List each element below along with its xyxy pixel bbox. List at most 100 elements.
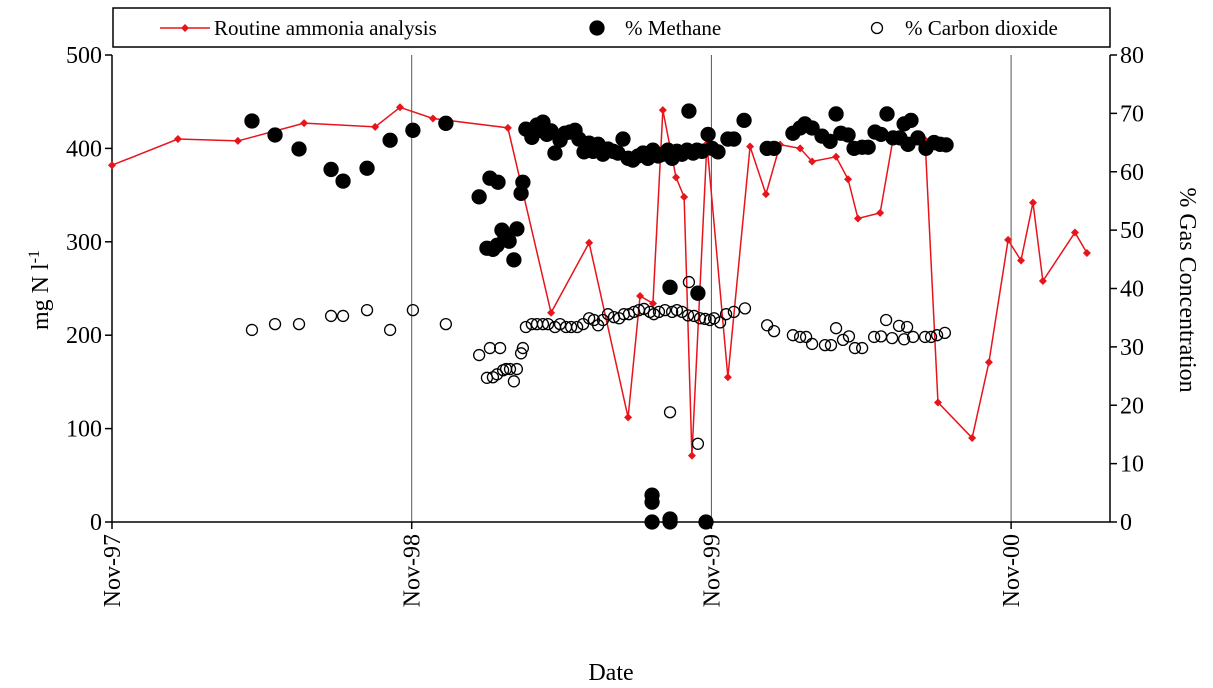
- gas-point: [736, 112, 752, 129]
- gas-point: [490, 368, 504, 381]
- gas-point: [245, 323, 259, 337]
- gas-point: [848, 341, 862, 355]
- y-tick-label: 300: [66, 230, 102, 256]
- y-tick-label: 400: [66, 136, 102, 162]
- gas-point: [663, 406, 677, 419]
- gas-point: [938, 137, 954, 153]
- gas-point: [840, 127, 856, 143]
- y-tick-label: 0: [90, 510, 102, 536]
- ammonia-marker: [108, 161, 116, 170]
- gas-point: [738, 302, 752, 315]
- gas-point: [670, 303, 684, 317]
- gas-point: [541, 317, 555, 331]
- ammonia-marker: [984, 358, 993, 367]
- gas-point: [506, 252, 522, 268]
- gas-point: [652, 305, 666, 319]
- gas-point: [675, 305, 689, 319]
- gas-point: [681, 309, 695, 322]
- gas-point: [268, 317, 282, 331]
- legend-marker: [181, 24, 189, 32]
- ammonia-marker: [746, 142, 755, 151]
- gas-point: [503, 362, 517, 376]
- gas-point: [760, 319, 774, 332]
- gas-point: [767, 324, 781, 338]
- gas-point: [805, 337, 819, 351]
- ammonia-marker: [173, 135, 182, 144]
- gas-point: [514, 347, 528, 360]
- gas-point: [707, 312, 721, 325]
- gas-point: [691, 437, 705, 450]
- ammonia-marker: [648, 299, 657, 308]
- gas-point: [793, 330, 807, 344]
- ammonia-marker: [1038, 277, 1047, 286]
- gas-point: [615, 131, 631, 147]
- y2-tick-label: 30: [1120, 335, 1144, 361]
- ammonia-marker: [796, 144, 805, 153]
- y2-tick-label: 20: [1120, 393, 1144, 419]
- gas-point: [564, 320, 578, 334]
- ammonia-marker: [832, 152, 841, 161]
- gas-point: [822, 133, 838, 150]
- gas-point: [918, 330, 932, 344]
- y-tick-label: 500: [66, 43, 102, 69]
- gas-point: [601, 308, 615, 321]
- gas-point: [438, 115, 454, 131]
- ammonia-marker: [658, 106, 667, 115]
- legend-label: % Carbon dioxide: [905, 16, 1058, 40]
- gas-point: [681, 103, 697, 119]
- gas-point: [267, 127, 283, 143]
- gas-point: [900, 320, 914, 334]
- gas-point: [501, 233, 517, 249]
- gas-point: [829, 322, 843, 335]
- gas-point: [483, 341, 497, 355]
- ammonia-marker: [636, 291, 645, 300]
- gas-point: [804, 120, 820, 136]
- y-tick-label: 200: [66, 323, 102, 349]
- ammonia-marker: [808, 157, 817, 166]
- gas-point: [515, 174, 531, 190]
- gas-point: [892, 319, 906, 333]
- gas-point: [698, 312, 712, 326]
- y2-tick-label: 50: [1120, 218, 1144, 244]
- y2-tick-label: 60: [1120, 160, 1144, 186]
- ammonia-marker: [1016, 256, 1025, 265]
- gas-point: [405, 122, 421, 138]
- x-tick-label: Nov-97: [100, 534, 126, 607]
- gas-point: [897, 333, 911, 346]
- y2-tick-label: 40: [1120, 277, 1144, 303]
- gas-point: [637, 302, 651, 316]
- gas-point: [644, 514, 660, 530]
- gas-point: [516, 341, 530, 355]
- gas-point: [860, 139, 876, 155]
- gas-point: [903, 112, 919, 129]
- gas-point: [536, 317, 550, 331]
- ammonia-marker: [1070, 228, 1079, 237]
- gas-point: [879, 106, 895, 122]
- gas-point: [382, 132, 398, 148]
- gas-point: [713, 316, 727, 329]
- ammonia-marker: [547, 308, 556, 317]
- gas-point: [570, 320, 584, 334]
- gas-point: [698, 514, 714, 530]
- gas-point: [700, 126, 716, 143]
- y2-tick-label: 70: [1120, 101, 1144, 127]
- x-tick-label: Nov-00: [999, 534, 1025, 607]
- gas-point: [930, 329, 944, 342]
- ammonia-marker: [624, 413, 633, 422]
- gas-point: [867, 330, 881, 344]
- gas-point: [658, 303, 672, 317]
- y2-tick-label: 0: [1120, 510, 1132, 536]
- legend-marker: [870, 21, 884, 35]
- ammonia-marker: [853, 214, 862, 223]
- gas-point: [836, 333, 850, 347]
- gas-point: [818, 338, 832, 352]
- gas-point: [359, 160, 375, 176]
- ammonia-marker: [687, 451, 696, 460]
- gas-point: [924, 330, 938, 344]
- legend-marker: [589, 20, 605, 36]
- gas-point: [906, 330, 920, 344]
- y2-axis-title: % Gas Concentration: [1174, 187, 1200, 392]
- ammonia-marker: [585, 238, 594, 247]
- gas-point: [493, 341, 507, 355]
- ammonia-marker: [396, 103, 405, 112]
